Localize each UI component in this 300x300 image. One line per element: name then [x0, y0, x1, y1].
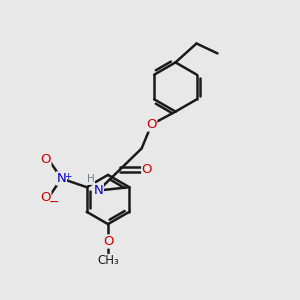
Text: N: N	[94, 184, 103, 197]
Text: O: O	[40, 191, 51, 204]
Text: −: −	[49, 196, 59, 209]
Text: +: +	[64, 172, 71, 181]
Text: O: O	[142, 163, 152, 176]
Text: H: H	[87, 174, 94, 184]
Text: O: O	[103, 235, 113, 248]
Text: O: O	[40, 153, 51, 166]
Text: O: O	[146, 118, 157, 131]
Text: N: N	[57, 172, 66, 185]
Text: CH₃: CH₃	[97, 254, 119, 268]
